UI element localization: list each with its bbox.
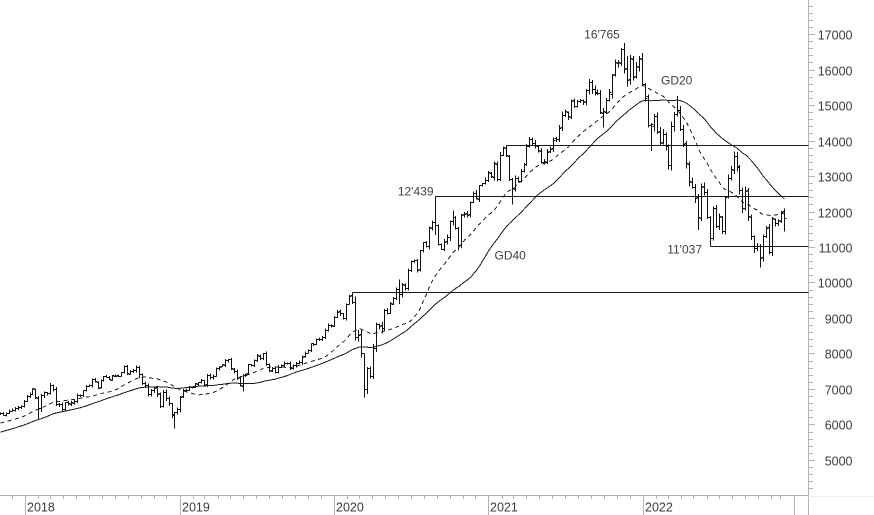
svg-text:6000: 6000: [825, 419, 853, 433]
svg-text:2018: 2018: [27, 501, 55, 515]
svg-text:15000: 15000: [818, 100, 853, 114]
svg-text:5000: 5000: [825, 455, 853, 469]
svg-text:2019: 2019: [182, 501, 210, 515]
svg-text:11000: 11000: [819, 242, 853, 256]
svg-text:11'037: 11'037: [667, 242, 702, 256]
svg-text:10000: 10000: [818, 277, 853, 291]
svg-text:GD40: GD40: [495, 248, 527, 262]
svg-text:13000: 13000: [818, 171, 853, 185]
svg-text:7000: 7000: [825, 384, 853, 398]
svg-text:8000: 8000: [825, 348, 853, 362]
svg-text:2020: 2020: [336, 501, 364, 515]
svg-text:16000: 16000: [818, 65, 853, 79]
svg-text:16'765: 16'765: [584, 28, 620, 42]
svg-text:12000: 12000: [818, 207, 853, 221]
svg-text:9000: 9000: [825, 313, 853, 327]
svg-text:17000: 17000: [818, 29, 853, 43]
svg-text:2022: 2022: [645, 501, 673, 515]
svg-text:14000: 14000: [818, 136, 853, 150]
svg-text:GD20: GD20: [661, 74, 693, 88]
svg-text:12'439: 12'439: [398, 185, 434, 199]
svg-text:2021: 2021: [490, 501, 518, 515]
